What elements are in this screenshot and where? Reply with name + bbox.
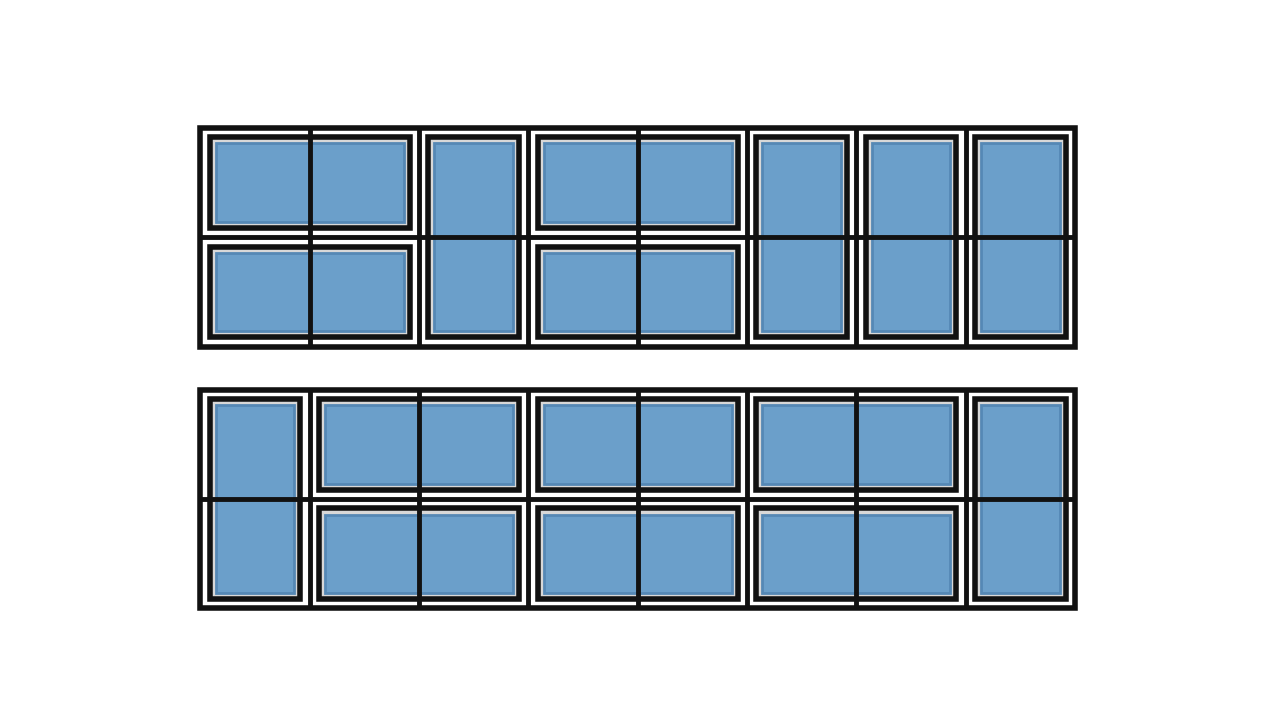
Bar <box>200 128 1075 346</box>
Bar <box>543 143 731 222</box>
Bar <box>215 405 295 593</box>
Bar <box>428 138 519 338</box>
Bar <box>319 399 519 490</box>
Bar <box>215 253 404 331</box>
Bar <box>543 405 731 484</box>
Bar <box>428 138 519 338</box>
Bar <box>975 138 1066 338</box>
Bar <box>543 253 731 331</box>
Bar <box>543 515 731 593</box>
Bar <box>210 399 300 599</box>
Bar <box>538 246 738 338</box>
Bar <box>981 143 1059 331</box>
Bar <box>210 138 410 228</box>
Bar <box>756 138 847 338</box>
Bar <box>200 390 1075 608</box>
Bar <box>325 405 512 484</box>
Bar <box>215 143 404 222</box>
Bar <box>872 143 951 331</box>
Bar <box>319 508 519 599</box>
Bar <box>762 405 951 484</box>
Bar <box>200 390 1075 608</box>
Bar <box>975 399 1066 599</box>
Bar <box>538 508 738 599</box>
Bar <box>756 138 847 338</box>
Bar <box>981 405 1059 593</box>
Bar <box>325 515 512 593</box>
Bar <box>210 138 410 228</box>
Bar <box>762 515 951 593</box>
Bar <box>756 508 957 599</box>
Bar <box>538 138 738 228</box>
Bar <box>866 138 957 338</box>
Bar <box>210 246 410 338</box>
Bar <box>762 143 840 331</box>
Bar <box>538 246 738 338</box>
Bar <box>538 508 738 599</box>
Bar <box>319 399 519 490</box>
Bar <box>538 138 738 228</box>
Bar <box>756 508 957 599</box>
Bar <box>200 128 1075 346</box>
Bar <box>756 399 957 490</box>
Bar <box>866 138 957 338</box>
Bar <box>756 399 957 490</box>
Bar <box>538 399 738 490</box>
Bar <box>975 138 1066 338</box>
Bar <box>434 143 512 331</box>
Bar <box>975 399 1066 599</box>
Bar <box>538 399 738 490</box>
Bar <box>210 399 300 599</box>
Bar <box>210 246 410 338</box>
Bar <box>319 508 519 599</box>
